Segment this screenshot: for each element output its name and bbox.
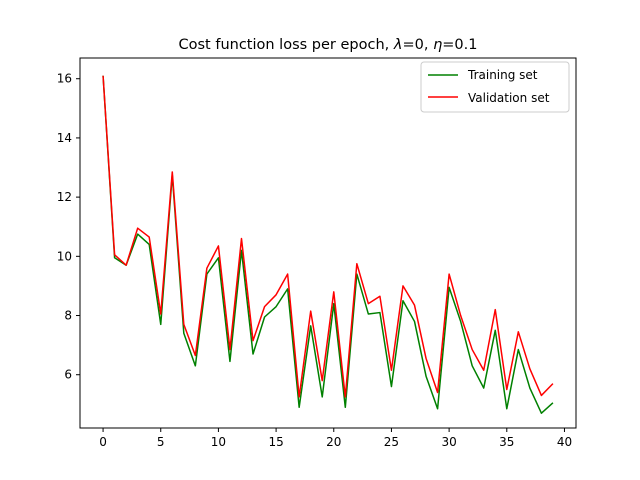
- validation-set-line: [102, 75, 554, 398]
- title-eta-symbol: η: [433, 37, 442, 53]
- series-lines: [102, 75, 554, 414]
- title-lambda-symbol: λ: [393, 37, 403, 53]
- legend-label-validation: Validation set: [468, 91, 550, 105]
- x-tick-label: 35: [499, 435, 514, 449]
- title-eta-value: =0.1: [442, 37, 477, 53]
- x-tick-label: 40: [557, 435, 572, 449]
- x-tick-label: 20: [326, 435, 341, 449]
- x-tick-label: 5: [157, 435, 165, 449]
- x-tick-label: 15: [268, 435, 283, 449]
- x-tick-label: 30: [441, 435, 456, 449]
- y-tick-label: 16: [57, 72, 72, 86]
- x-tick-label: 0: [99, 435, 107, 449]
- x-tick-label: 25: [384, 435, 399, 449]
- chart-title: Cost function loss per epoch, λ=0, η=0.1: [179, 37, 478, 53]
- y-tick-label: 12: [57, 190, 72, 204]
- plot-frame: [79, 57, 577, 429]
- x-axis-ticks: 0 5 10 15 20 25 30 35 40: [99, 428, 572, 449]
- y-tick-label: 10: [57, 249, 72, 263]
- legend-label-training: Training set: [467, 68, 538, 82]
- x-tick-label: 10: [211, 435, 226, 449]
- title-prefix: Cost function loss per epoch,: [179, 37, 394, 53]
- y-tick-label: 6: [64, 368, 72, 382]
- legend: Training set Validation set: [420, 61, 570, 113]
- y-tick-label: 8: [64, 309, 72, 323]
- y-axis-ticks: 6 8 10 12 14 16: [57, 72, 80, 382]
- y-tick-label: 14: [57, 131, 72, 145]
- title-lambda-value: =0,: [402, 37, 433, 53]
